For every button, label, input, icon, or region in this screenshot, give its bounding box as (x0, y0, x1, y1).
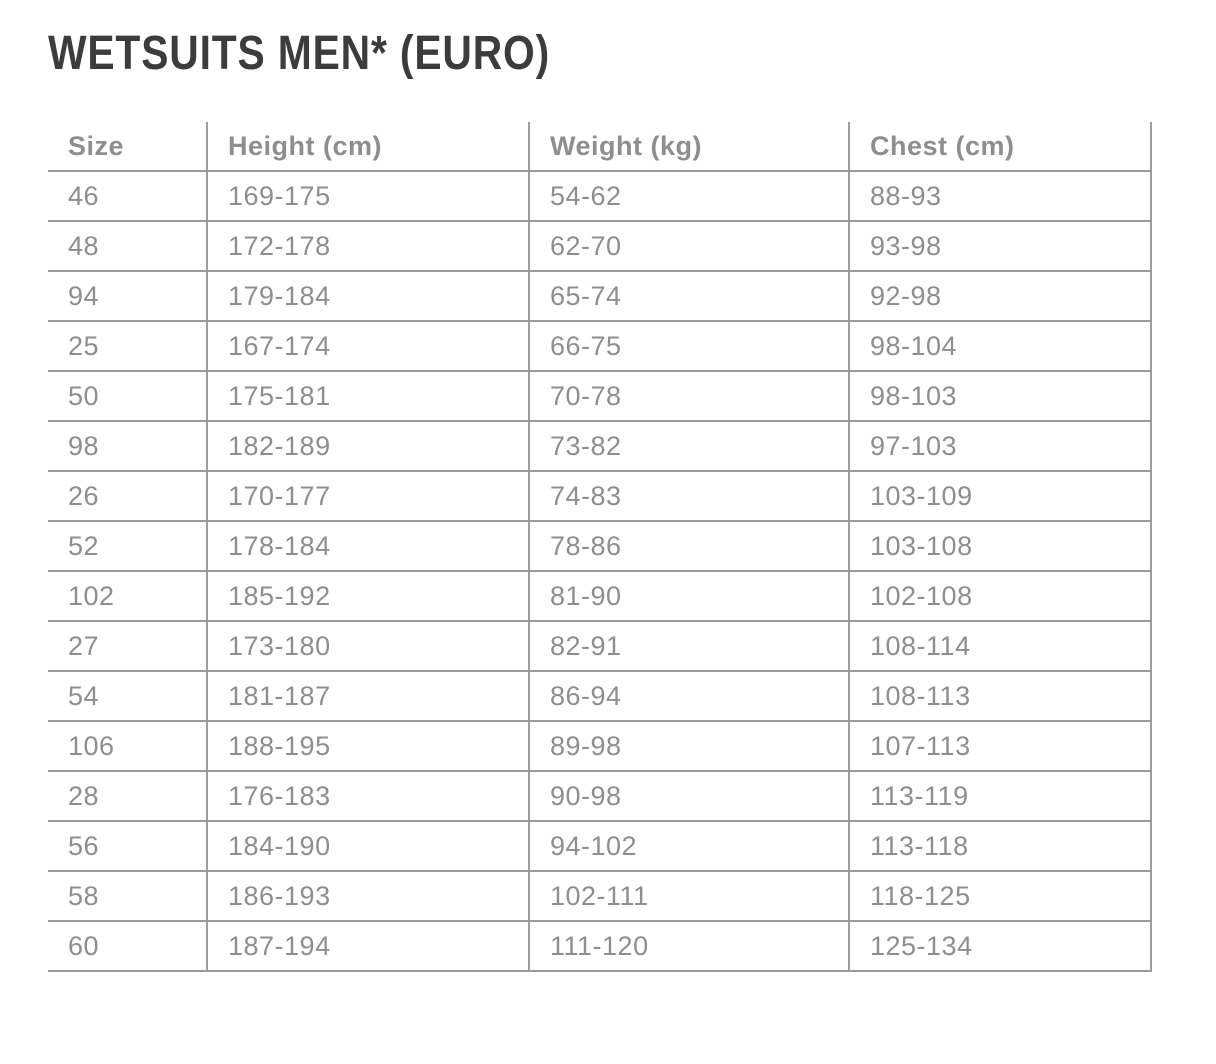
cell-height: 176-183 (206, 771, 529, 822)
col-header-chest: Chest (cm) (848, 122, 1151, 172)
cell-height: 187-194 (206, 921, 529, 972)
cell-weight: 74-83 (528, 471, 849, 522)
table-row: 58 186-193 102-111 118-125 (48, 871, 1151, 922)
cell-size: 106 (48, 721, 207, 772)
col-header-size: Size (48, 122, 207, 172)
size-chart-page: WETSUITS MEN* (EURO) Size Height (cm) We… (48, 30, 1216, 972)
cell-size: 52 (48, 521, 207, 572)
size-chart-table: Size Height (cm) Weight (kg) Chest (cm) … (48, 122, 1152, 972)
cell-height: 169-175 (206, 171, 529, 222)
cell-weight: 90-98 (528, 771, 849, 822)
cell-size: 28 (48, 771, 207, 822)
cell-size: 98 (48, 421, 207, 472)
cell-height: 175-181 (206, 371, 529, 422)
cell-height: 172-178 (206, 221, 529, 272)
cell-size: 56 (48, 821, 207, 872)
cell-height: 182-189 (206, 421, 529, 472)
cell-chest: 97-103 (848, 421, 1151, 472)
col-header-height: Height (cm) (206, 122, 529, 172)
header-row: Size Height (cm) Weight (kg) Chest (cm) (48, 122, 1151, 172)
page-title: WETSUITS MEN* (EURO) (48, 30, 1216, 78)
table-row: 52 178-184 78-86 103-108 (48, 521, 1151, 572)
cell-height: 185-192 (206, 571, 529, 622)
cell-chest: 108-113 (848, 671, 1151, 722)
table-row: 48 172-178 62-70 93-98 (48, 221, 1151, 272)
cell-chest: 98-104 (848, 321, 1151, 372)
cell-chest: 107-113 (848, 721, 1151, 772)
col-header-weight: Weight (kg) (528, 122, 849, 172)
cell-chest: 125-134 (848, 921, 1151, 972)
cell-height: 184-190 (206, 821, 529, 872)
table-row: 56 184-190 94-102 113-118 (48, 821, 1151, 872)
cell-chest: 102-108 (848, 571, 1151, 622)
cell-weight: 89-98 (528, 721, 849, 772)
cell-height: 188-195 (206, 721, 529, 772)
table-row: 28 176-183 90-98 113-119 (48, 771, 1151, 822)
cell-chest: 88-93 (848, 171, 1151, 222)
cell-height: 186-193 (206, 871, 529, 922)
cell-chest: 118-125 (848, 871, 1151, 922)
cell-weight: 70-78 (528, 371, 849, 422)
cell-weight: 82-91 (528, 621, 849, 672)
cell-size: 60 (48, 921, 207, 972)
table-row: 26 170-177 74-83 103-109 (48, 471, 1151, 522)
table-row: 102 185-192 81-90 102-108 (48, 571, 1151, 622)
table-row: 46 169-175 54-62 88-93 (48, 171, 1151, 222)
cell-weight: 65-74 (528, 271, 849, 322)
cell-chest: 108-114 (848, 621, 1151, 672)
page-title-text: WETSUITS MEN* (EURO) (48, 27, 551, 80)
cell-size: 27 (48, 621, 207, 672)
cell-weight: 62-70 (528, 221, 849, 272)
table-row: 54 181-187 86-94 108-113 (48, 671, 1151, 722)
cell-chest: 113-119 (848, 771, 1151, 822)
cell-chest: 103-109 (848, 471, 1151, 522)
cell-chest: 103-108 (848, 521, 1151, 572)
cell-chest: 92-98 (848, 271, 1151, 322)
cell-size: 54 (48, 671, 207, 722)
table-row: 27 173-180 82-91 108-114 (48, 621, 1151, 672)
cell-chest: 93-98 (848, 221, 1151, 272)
cell-weight: 111-120 (528, 921, 849, 972)
cell-size: 26 (48, 471, 207, 522)
cell-weight: 94-102 (528, 821, 849, 872)
cell-weight: 86-94 (528, 671, 849, 722)
cell-size: 94 (48, 271, 207, 322)
cell-height: 167-174 (206, 321, 529, 372)
cell-chest: 98-103 (848, 371, 1151, 422)
cell-size: 46 (48, 171, 207, 222)
cell-size: 25 (48, 321, 207, 372)
cell-height: 181-187 (206, 671, 529, 722)
cell-weight: 73-82 (528, 421, 849, 472)
cell-size: 50 (48, 371, 207, 422)
table-row: 60 187-194 111-120 125-134 (48, 921, 1151, 972)
table-row: 50 175-181 70-78 98-103 (48, 371, 1151, 422)
cell-chest: 113-118 (848, 821, 1151, 872)
cell-weight: 54-62 (528, 171, 849, 222)
cell-weight: 102-111 (528, 871, 849, 922)
cell-weight: 81-90 (528, 571, 849, 622)
table-row: 98 182-189 73-82 97-103 (48, 421, 1151, 472)
table-row: 94 179-184 65-74 92-98 (48, 271, 1151, 322)
cell-weight: 66-75 (528, 321, 849, 372)
cell-weight: 78-86 (528, 521, 849, 572)
cell-height: 179-184 (206, 271, 529, 322)
cell-size: 102 (48, 571, 207, 622)
cell-height: 173-180 (206, 621, 529, 672)
cell-size: 48 (48, 221, 207, 272)
table-row: 25 167-174 66-75 98-104 (48, 321, 1151, 372)
cell-size: 58 (48, 871, 207, 922)
table-row: 106 188-195 89-98 107-113 (48, 721, 1151, 772)
cell-height: 178-184 (206, 521, 529, 572)
cell-height: 170-177 (206, 471, 529, 522)
